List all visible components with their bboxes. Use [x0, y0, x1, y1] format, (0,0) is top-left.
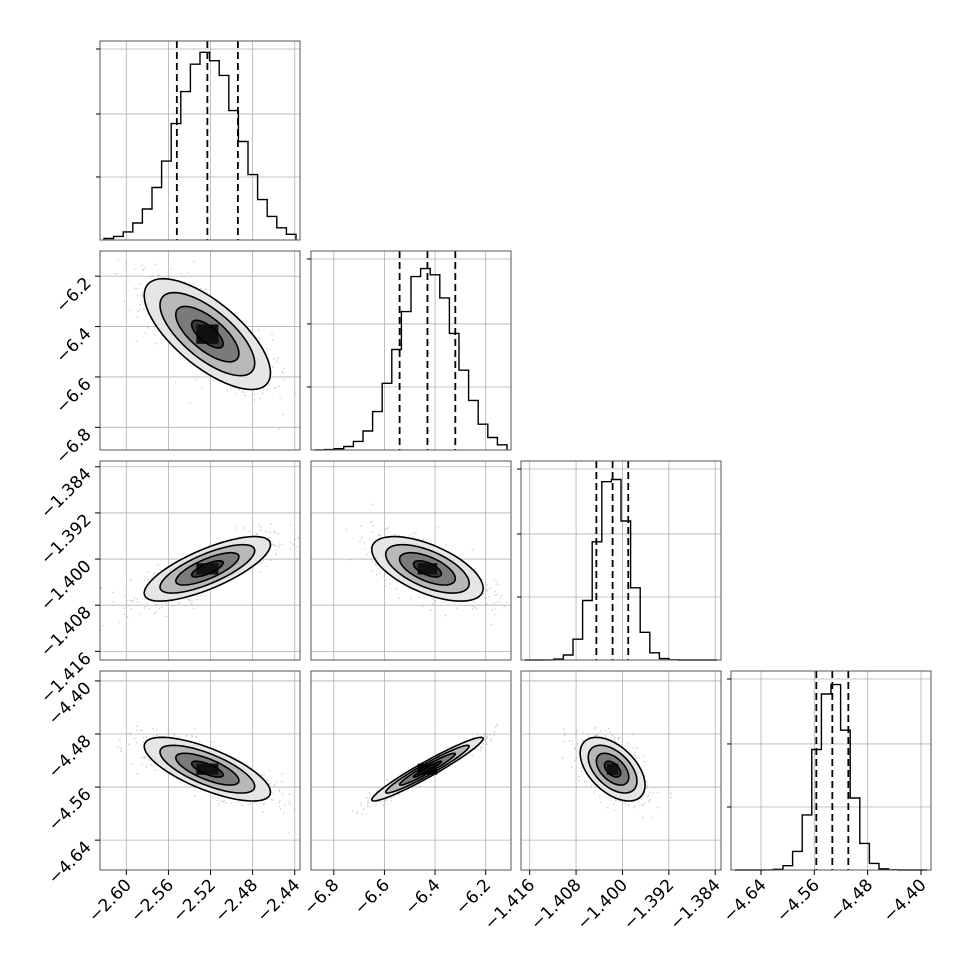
y-tick-label-3-1: −4.56: [45, 784, 96, 835]
contour-0: [190, 319, 225, 349]
panel-frame: [99, 460, 301, 661]
hist-panel-0: [96, 40, 301, 241]
panel-3-1: [310, 670, 512, 871]
x-tick-label-1-1: −6.6: [351, 875, 394, 918]
panel-frame: [310, 460, 512, 661]
contour-3: [370, 736, 485, 802]
contour-3: [143, 535, 272, 602]
contour-3: [143, 736, 272, 802]
contour-1: [595, 752, 630, 786]
x-tick-label-3-3: −4.40: [880, 875, 931, 926]
y-tick-label-1-1: −6.6: [52, 374, 95, 417]
density-core: [196, 324, 219, 344]
contour-2: [384, 744, 471, 794]
density-core: [606, 763, 619, 775]
contour-2: [587, 744, 638, 794]
x-tick-label-2-2: −1.400: [573, 875, 632, 934]
x-tick-label-3-0: −4.64: [720, 875, 771, 926]
x-tick-label-3-2: −4.48: [826, 875, 877, 926]
contour-3: [579, 736, 646, 802]
contour-0: [190, 760, 225, 778]
density-core: [196, 563, 219, 575]
x-tick-label-0-4: −2.44: [253, 875, 304, 926]
y-tick-label-2-1: −1.408: [37, 603, 96, 662]
x-tick-label-0-2: −2.52: [169, 875, 220, 926]
x-tick-label-0-0: −2.60: [85, 875, 136, 926]
panel-body: [352, 723, 498, 815]
panel-body: [345, 503, 508, 626]
contour-0: [412, 760, 443, 778]
scatter-points: [352, 723, 498, 815]
x-tick-label-3-1: −4.56: [773, 875, 824, 926]
x-tick-label-2-4: −1.384: [666, 875, 725, 934]
panel-2-0: [99, 460, 301, 661]
y-tick-label-1-2: −6.4: [52, 324, 95, 367]
histogram-1: [314, 267, 508, 451]
hist-frame-1: [310, 250, 512, 451]
panel-frame: [99, 670, 301, 871]
contour-2: [159, 543, 256, 594]
x-tick-label-0-1: −2.56: [127, 875, 178, 926]
contour-3: [143, 277, 272, 391]
contour-0: [603, 760, 622, 778]
contour-2: [159, 744, 256, 794]
y-tick-label-2-4: −1.384: [37, 464, 96, 523]
y-tick-label-1-0: −6.8: [52, 425, 95, 468]
panel-frame: [310, 670, 512, 871]
y-tick-label-3-0: −4.64: [45, 838, 96, 889]
panel-3-2: [520, 670, 722, 871]
panel-body: [115, 258, 297, 430]
x-tick-label-0-3: −2.48: [211, 875, 262, 926]
panel-3-0: [99, 670, 301, 871]
contour-2: [384, 543, 471, 594]
y-tick-label-3-2: −4.48: [45, 731, 96, 782]
histogram-2: [525, 478, 717, 661]
histogram-3: [735, 683, 927, 871]
hist-frame-3: [730, 670, 932, 871]
panel-frame: [99, 250, 301, 451]
panel-2-1: [310, 460, 512, 661]
panel-1-0: [99, 250, 301, 451]
hist-frame-2: [520, 460, 722, 661]
panel-frame: [520, 670, 722, 871]
hist-panel-2: [517, 460, 722, 661]
density-core: [196, 763, 219, 775]
contour-3: [370, 535, 485, 602]
contour-1: [174, 752, 240, 786]
y-tick-label-1-3: −6.2: [52, 274, 95, 317]
x-tick-label-2-1: −1.408: [527, 875, 586, 934]
contour-1: [174, 305, 240, 363]
hist-panel-1: [307, 250, 512, 451]
x-tick-label-1-2: −6.4: [401, 875, 444, 918]
contour-1: [398, 752, 457, 786]
panel-body: [100, 523, 299, 627]
contour-1: [398, 551, 457, 586]
hist-panel-3: [727, 670, 932, 871]
contour-0: [190, 560, 225, 578]
x-tick-label-1-0: −6.8: [300, 875, 343, 918]
y-tick-label-2-3: −1.392: [37, 510, 96, 569]
histogram-0: [103, 51, 297, 240]
panel-body: [561, 726, 673, 819]
x-tick-label-2-3: −1.392: [620, 875, 679, 934]
density-core: [417, 763, 438, 775]
y-tick-label-2-2: −1.400: [37, 556, 96, 615]
hist-frame-0: [99, 40, 301, 241]
contour-0: [412, 560, 443, 578]
contour-2: [159, 291, 256, 377]
panel-body: [117, 725, 295, 834]
contour-1: [174, 551, 240, 586]
density-core: [417, 563, 438, 575]
